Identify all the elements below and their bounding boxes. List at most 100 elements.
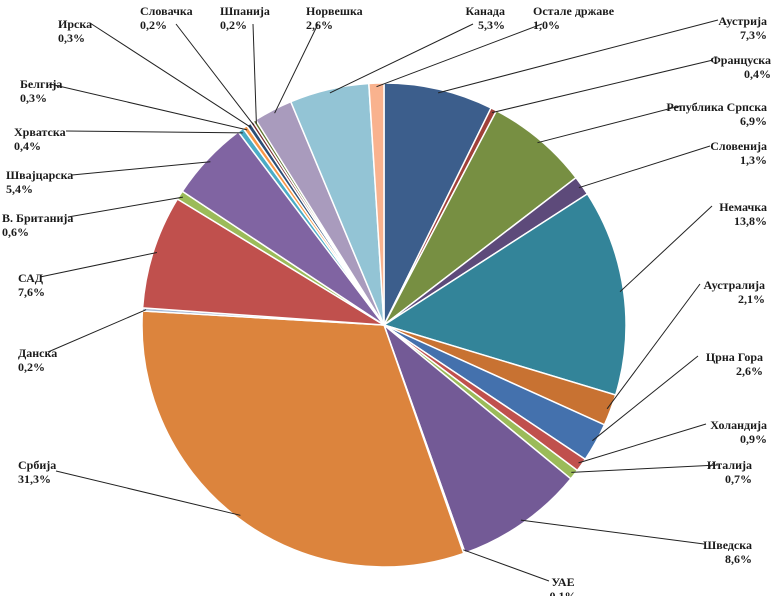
pie-slice xyxy=(382,192,627,396)
slice-labels: Аустрија 7,3%Француска 0,4%Република Српск… xyxy=(2,4,771,596)
data-label-value: 0,3% xyxy=(58,31,85,45)
data-label-category: УАЕ xyxy=(551,575,574,589)
data-label-value: 6,9% xyxy=(740,114,767,128)
data-label-value: 31,3% xyxy=(18,472,51,486)
pie-slice xyxy=(382,322,572,554)
data-label-category: Ирска xyxy=(58,17,92,31)
data-label-category: Шпанија xyxy=(220,4,270,18)
data-label: Остале државе 1,0% xyxy=(533,4,615,32)
data-label-value: 5,3% xyxy=(478,18,505,32)
data-label: Словенија 1,3% xyxy=(710,139,767,167)
data-label: Немачка 13,8% xyxy=(719,200,767,228)
leader-line xyxy=(619,205,713,293)
data-label-category: Аустралија xyxy=(704,278,766,292)
data-label-value: 0,6% xyxy=(2,225,29,239)
data-label-category: Данска xyxy=(18,346,57,360)
data-label: УАЕ 0,1% xyxy=(550,575,577,596)
data-label-category: Канада xyxy=(465,4,505,18)
data-label: САД 7,6% xyxy=(18,271,45,299)
data-label-value: 2,6% xyxy=(306,18,333,32)
leader-line xyxy=(55,470,241,516)
leader-line xyxy=(578,145,711,189)
data-label-category: Италија xyxy=(707,458,752,472)
data-label-value: 7,6% xyxy=(18,285,45,299)
data-label-category: САД xyxy=(18,271,44,285)
data-label: Ирска 0,3% xyxy=(58,17,92,45)
data-label: Шпанија 0,2% xyxy=(220,4,270,32)
pie-slice xyxy=(141,197,385,326)
leader-line xyxy=(376,23,543,88)
data-label-value: 0,2% xyxy=(140,18,167,32)
data-label-category: Швајцарска xyxy=(6,168,73,182)
data-label-value: 2,1% xyxy=(738,292,765,306)
data-label: Црна Гора 2,6% xyxy=(706,350,763,378)
data-label-value: 1,0% xyxy=(533,18,560,32)
data-label-value: 5,4% xyxy=(6,182,33,196)
leader-line xyxy=(67,196,183,218)
data-label-value: 8,6% xyxy=(725,552,752,566)
data-label-value: 0,2% xyxy=(220,18,247,32)
data-label-category: Норвешка xyxy=(306,4,363,18)
data-label-category: Црна Гора xyxy=(706,350,763,364)
leader-line xyxy=(578,423,707,464)
data-label-value: 0,3% xyxy=(20,91,47,105)
leader-line xyxy=(89,22,252,128)
data-label-value: 0,1% xyxy=(550,589,577,596)
leader-line xyxy=(592,355,699,442)
data-label-value: 2,6% xyxy=(736,364,763,378)
data-label-value: 0,4% xyxy=(744,67,771,81)
leader-line xyxy=(463,549,550,582)
data-label-category: Холандија xyxy=(710,418,767,432)
leader-line xyxy=(47,309,147,353)
leader-line xyxy=(329,23,474,94)
data-label: Белгија 0,3% xyxy=(20,77,62,105)
data-label: Данска 0,2% xyxy=(18,346,57,374)
data-label: Канада 5,3% xyxy=(465,4,505,32)
pie-slices xyxy=(141,82,627,568)
leader-line xyxy=(571,464,719,473)
data-label-category: Словенија xyxy=(710,139,767,153)
data-label-category: Република Српска xyxy=(666,100,767,114)
leader-line xyxy=(274,23,319,114)
leader-line xyxy=(491,59,714,114)
data-label: Словачка 0,2% xyxy=(140,4,193,32)
data-label-category: Словачка xyxy=(140,4,193,18)
data-label: Шведска 8,6% xyxy=(703,538,752,566)
leader-line xyxy=(71,161,211,176)
data-label-value: 0,4% xyxy=(14,139,41,153)
leader-lines xyxy=(39,19,719,582)
leader-line xyxy=(49,83,248,131)
pie-slice xyxy=(383,109,578,326)
data-label: Швајцарска 5,4% xyxy=(6,168,73,196)
data-label-category: Србија xyxy=(18,458,56,472)
data-label: Аустралија 2,1% xyxy=(704,278,766,306)
leader-line xyxy=(65,130,243,134)
data-label-category: Аустрија xyxy=(718,14,767,28)
data-label-category: Немачка xyxy=(719,200,767,214)
data-label-value: 0,9% xyxy=(740,432,767,446)
data-label-value: 7,3% xyxy=(740,28,767,42)
data-label-category: Француска xyxy=(711,53,772,67)
data-label: Република Српска 6,9% xyxy=(666,100,767,128)
data-label-category: Белгија xyxy=(20,77,62,91)
data-label: Хрватска 0,4% xyxy=(14,125,66,153)
data-label: Француска 0,4% xyxy=(711,53,772,81)
data-label-category: Шведска xyxy=(703,538,752,552)
pie-slice xyxy=(368,82,385,326)
data-label-category: Остале државе xyxy=(533,4,615,18)
data-label-value: 1,3% xyxy=(740,153,767,167)
data-label: Холандија 0,9% xyxy=(710,418,767,446)
data-label: Норвешка 2,6% xyxy=(306,4,363,32)
data-label: Аустрија 7,3% xyxy=(718,14,767,42)
data-label: Србија 31,3% xyxy=(18,458,56,486)
data-label: Италија 0,7% xyxy=(707,458,752,486)
leader-line xyxy=(520,519,705,545)
leader-line xyxy=(437,19,719,94)
pie-slice xyxy=(141,310,465,568)
data-label-category: Хрватска xyxy=(14,125,66,139)
data-label-value: 0,2% xyxy=(18,360,45,374)
data-label-category: В. Британија xyxy=(2,211,73,225)
leader-line xyxy=(252,23,257,124)
leader-line xyxy=(606,283,701,410)
